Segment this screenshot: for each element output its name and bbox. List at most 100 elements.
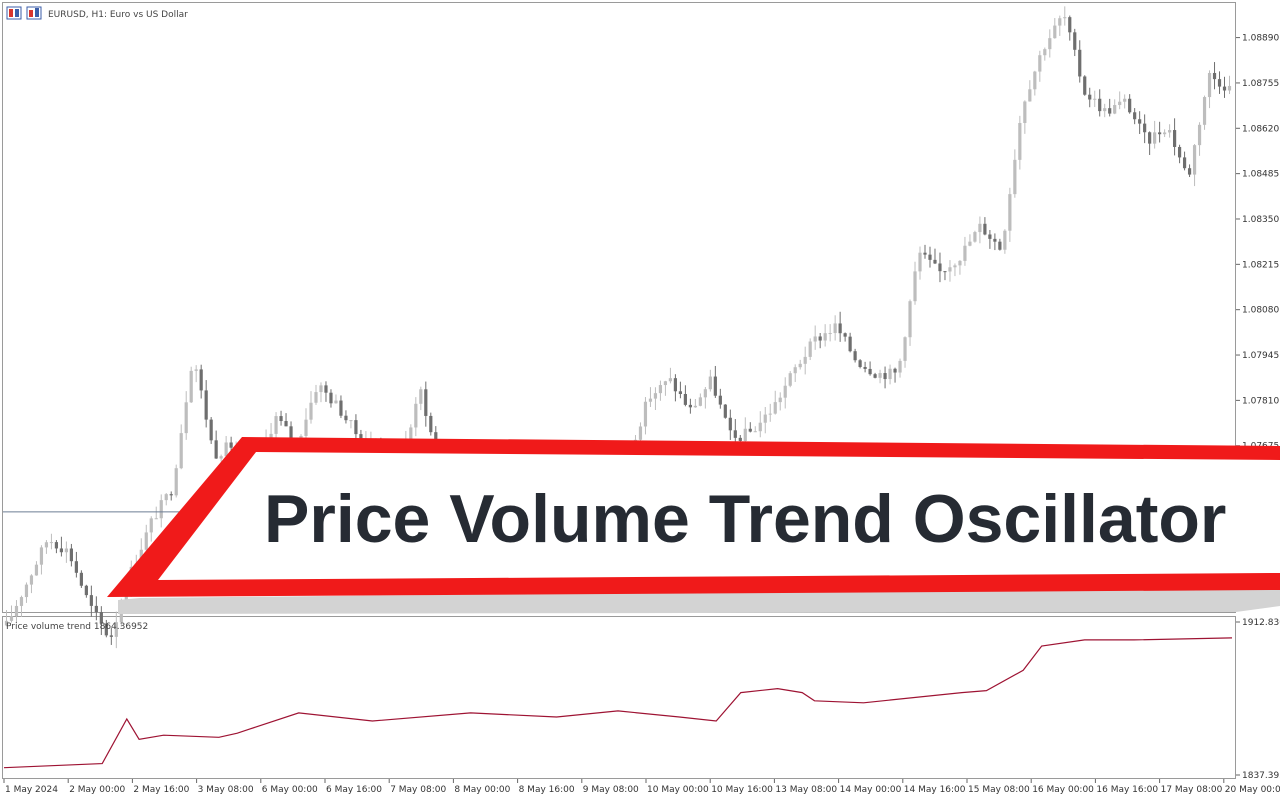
candle-body (19, 597, 24, 606)
price-tick-label: 1.08485 (1242, 170, 1279, 180)
candle-body (788, 373, 792, 386)
time-tick-label: 2 May 00:00 (69, 785, 125, 795)
chart-type-icon[interactable] (26, 6, 42, 20)
candle-body (329, 392, 333, 404)
candle-body (219, 456, 223, 459)
candle-body (743, 428, 747, 441)
candle-body (1187, 168, 1192, 175)
candle-body (354, 420, 358, 435)
candle-body (1113, 105, 1117, 114)
candle-body (688, 404, 692, 408)
candle-body (988, 234, 992, 239)
price-tick-label: 1.07945 (1242, 351, 1279, 361)
candle-body (1222, 86, 1227, 91)
candle-body (124, 591, 128, 605)
candle-body (843, 333, 847, 337)
candle-body (24, 584, 29, 598)
candle-body (184, 402, 188, 434)
candle-body (708, 376, 712, 390)
candle-body (763, 414, 767, 423)
indicator-tick-label: 1837.3934 (1242, 771, 1280, 781)
candle-body (69, 548, 73, 562)
candle-body (1078, 49, 1082, 77)
candle-body (693, 405, 697, 408)
candle-body (938, 263, 942, 272)
candle-body (214, 440, 218, 459)
candle-body (339, 400, 343, 416)
banner-shadow (118, 586, 1280, 614)
candle-body (723, 404, 727, 418)
title-banner: Price Volume Trend Oscillator (107, 437, 1280, 614)
candle-body (14, 605, 19, 617)
candle-body (269, 433, 273, 439)
candle-body (1083, 76, 1087, 95)
candle-body (898, 360, 902, 373)
candle-body (314, 392, 318, 403)
candle-body (863, 366, 867, 369)
time-tick-label: 16 May 16:00 (1096, 785, 1158, 795)
candle-body (953, 265, 957, 268)
candle-body (1182, 157, 1187, 169)
time-tick-label: 2 May 16:00 (133, 785, 189, 795)
price-tick-label: 1.07810 (1242, 396, 1279, 406)
candle-body (948, 267, 952, 272)
candle-body (778, 397, 782, 403)
candle-body (1013, 159, 1017, 195)
candle-body (918, 252, 922, 272)
candle-body (808, 341, 812, 357)
candle-body (933, 259, 937, 264)
candle-body (1133, 112, 1137, 120)
candle-body (813, 336, 817, 342)
candle-body (84, 585, 88, 596)
candle-body (838, 323, 842, 334)
candle-body (304, 419, 308, 436)
candle-body (678, 391, 682, 394)
candle-body (64, 548, 68, 553)
candle-body (1088, 94, 1092, 100)
candle-body (783, 385, 787, 398)
candle-body (34, 564, 39, 576)
indicator-axis: 1912.8303 1837.3934 (1236, 618, 1280, 781)
time-tick-label: 1 May 2024 (5, 785, 58, 795)
candle-body (978, 223, 982, 233)
candle-body (1148, 132, 1152, 144)
candle-body (1028, 89, 1032, 102)
candle-body (1038, 55, 1042, 72)
candle-body (1197, 124, 1202, 146)
candle-body (154, 518, 158, 520)
chart-window-icon[interactable] (6, 6, 22, 20)
candle-body (409, 427, 413, 442)
candle-body (923, 252, 927, 255)
candle-body (1073, 32, 1077, 50)
candle-body (1153, 132, 1157, 144)
candle-body (648, 398, 653, 402)
candle-body (1118, 101, 1122, 106)
candle-body (768, 413, 772, 415)
time-tick-label: 17 May 08:00 (1161, 785, 1223, 795)
candle-body (284, 421, 288, 427)
candle-body (638, 426, 643, 440)
candle-body (4, 620, 9, 626)
candle-body (49, 542, 54, 544)
candle-body (883, 373, 887, 380)
candle-body (1227, 85, 1232, 91)
indicator-tick-label: 1912.8303 (1242, 618, 1280, 628)
candle-body (429, 415, 433, 433)
candle-body (733, 430, 737, 438)
candle-body (1068, 17, 1072, 33)
candle-body (199, 369, 203, 391)
candle-body (828, 333, 832, 335)
candle-body (179, 433, 183, 469)
time-axis: 1 May 2024 2 May 00:00 2 May 16:00 3 May 08… (3, 779, 1280, 795)
time-tick-label: 13 May 08:00 (775, 785, 837, 795)
candle-body (1192, 145, 1197, 175)
candle-body (1043, 49, 1047, 56)
candle-body (174, 468, 178, 496)
candle-body (833, 323, 837, 334)
candle-body (169, 494, 173, 496)
candle-body (74, 561, 78, 573)
candle-body (943, 271, 947, 273)
candle-body (349, 420, 353, 422)
candle-body (803, 356, 807, 364)
